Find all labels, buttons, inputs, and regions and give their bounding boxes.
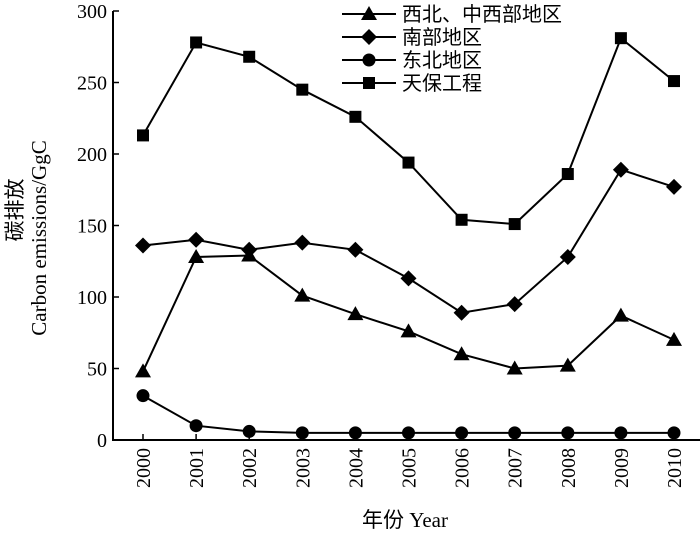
square-marker: [349, 110, 362, 123]
triangle-marker: [506, 360, 523, 375]
y-tick-label: 250: [77, 73, 107, 95]
y-axis-title-group: 碳排放: [3, 179, 27, 242]
x-axis-title: 年份 Year: [362, 508, 448, 532]
triangle-marker: [666, 331, 682, 346]
y-tick-label: 300: [77, 1, 107, 23]
diamond-marker: [506, 296, 523, 313]
diamond-marker: [666, 178, 682, 195]
x-tick-label: 2005: [399, 448, 421, 488]
square-marker: [455, 213, 468, 226]
circle-marker: [508, 426, 522, 440]
x-tick-label: 2009: [611, 448, 633, 488]
x-tick-label: 2000: [133, 448, 155, 488]
y-tick-label: 50: [87, 359, 107, 381]
circle-marker: [348, 426, 362, 440]
legend-label: 西北、中西部地区: [402, 3, 562, 26]
x-tick-label: 2008: [558, 448, 580, 488]
y-tick-label: 150: [77, 216, 107, 238]
y-axis-ticks: 0 50 100 150 200 250 300: [77, 1, 119, 452]
circle-marker: [136, 389, 150, 403]
legend-label: 天保工程: [402, 72, 482, 95]
circle-marker: [455, 426, 469, 440]
x-tick-label: 2010: [664, 448, 686, 488]
legend-item: 东北地区: [342, 49, 482, 72]
legend-label: 东北地区: [402, 49, 482, 72]
x-axis-ticks: 2000 2001 2002 2003 2004 2005 2006 2007 2008 2009…: [133, 434, 686, 488]
circle-marker: [561, 426, 575, 440]
diamond-marker: [294, 234, 311, 251]
series-group: [135, 32, 682, 440]
square-marker: [296, 83, 309, 96]
circle-marker: [402, 426, 415, 440]
square-marker: [402, 156, 415, 169]
triangle-marker: [294, 287, 311, 302]
x-tick-label: 2006: [452, 448, 474, 488]
circle-marker: [362, 53, 376, 67]
y-tick-label: 100: [77, 287, 107, 309]
triangle-marker: [612, 307, 629, 322]
x-tick-label: 2002: [239, 448, 261, 488]
square-marker: [561, 168, 574, 181]
diamond-marker: [559, 248, 576, 265]
x-tick-label: 2007: [505, 448, 527, 488]
diamond-marker: [453, 304, 470, 321]
square-marker: [363, 77, 375, 89]
series-square: [137, 32, 680, 231]
circle-marker: [667, 426, 681, 440]
legend-label: 南部地区: [402, 26, 482, 49]
triangle-marker: [559, 357, 576, 372]
y-axis-title-en-group: Carbon emissions/GgC: [27, 140, 51, 335]
triangle-marker: [347, 306, 364, 321]
diamond-marker: [361, 29, 377, 45]
x-tick-label: 2001: [186, 448, 208, 488]
square-marker: [137, 129, 149, 142]
legend-item: 南部地区: [342, 26, 482, 49]
y-tick-label: 0: [97, 430, 107, 452]
diamond-marker: [135, 237, 151, 254]
circle-marker: [614, 426, 628, 440]
square-marker: [508, 218, 521, 231]
circle-marker: [189, 419, 203, 433]
triangle-marker: [453, 346, 470, 361]
series-triangle: [135, 247, 682, 378]
diamond-marker: [188, 231, 205, 248]
circle-marker: [242, 424, 256, 438]
circle-marker: [295, 426, 309, 440]
diamond-marker: [612, 161, 629, 178]
triangle-marker: [188, 248, 205, 263]
y-axis-title: 碳排放: [3, 179, 27, 242]
diamond-marker: [347, 241, 364, 258]
legend-item: 天保工程: [342, 72, 482, 95]
y-axis-title-en: Carbon emissions/GgC: [27, 140, 51, 335]
series-circle: [136, 389, 681, 440]
series-diamond: [135, 161, 682, 321]
square-marker: [668, 75, 680, 88]
series-line: [142, 168, 675, 314]
square-marker: [190, 36, 203, 49]
x-tick-label: 2004: [345, 448, 367, 488]
triangle-marker: [135, 363, 151, 378]
y-tick-label: 200: [77, 144, 107, 166]
triangle-marker: [400, 323, 417, 338]
diamond-marker: [241, 241, 258, 258]
diamond-marker: [400, 270, 417, 287]
x-tick-label: 2003: [292, 448, 314, 488]
legend-item: 西北、中西部地区: [342, 3, 562, 26]
triangle-marker: [361, 6, 377, 20]
square-marker: [243, 50, 256, 63]
square-marker: [614, 32, 627, 45]
